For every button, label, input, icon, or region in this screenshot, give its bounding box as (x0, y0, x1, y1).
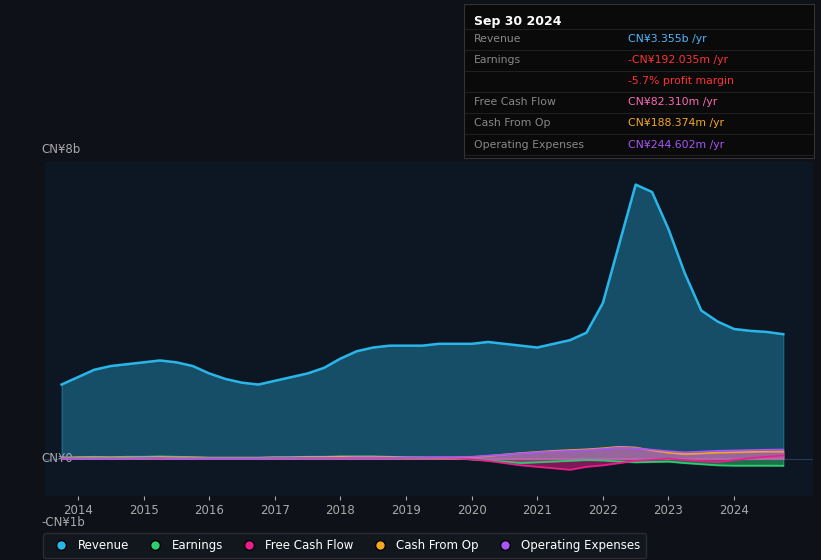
Legend: Revenue, Earnings, Free Cash Flow, Cash From Op, Operating Expenses: Revenue, Earnings, Free Cash Flow, Cash … (44, 533, 646, 558)
Text: CN¥244.602m /yr: CN¥244.602m /yr (628, 139, 724, 150)
Text: -CN¥192.035m /yr: -CN¥192.035m /yr (628, 55, 728, 65)
Text: Operating Expenses: Operating Expenses (474, 139, 584, 150)
Text: Revenue: Revenue (474, 34, 521, 44)
Text: CN¥0: CN¥0 (41, 452, 73, 465)
Text: Sep 30 2024: Sep 30 2024 (474, 15, 562, 27)
Text: Free Cash Flow: Free Cash Flow (474, 97, 556, 108)
Text: -CN¥1b: -CN¥1b (41, 516, 85, 529)
Text: Earnings: Earnings (474, 55, 521, 65)
Text: CN¥8b: CN¥8b (41, 143, 80, 156)
Text: -5.7% profit margin: -5.7% profit margin (628, 76, 734, 86)
Text: CN¥3.355b /yr: CN¥3.355b /yr (628, 34, 707, 44)
Text: Cash From Op: Cash From Op (474, 119, 550, 128)
Text: CN¥82.310m /yr: CN¥82.310m /yr (628, 97, 718, 108)
Text: CN¥188.374m /yr: CN¥188.374m /yr (628, 119, 724, 128)
